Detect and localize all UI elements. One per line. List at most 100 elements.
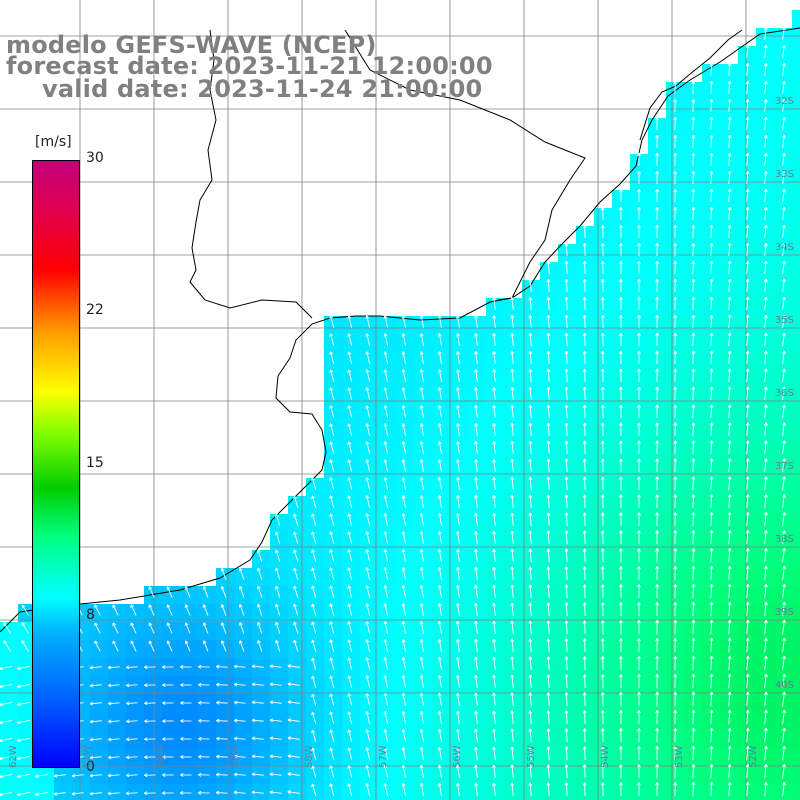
wind-arrow [492,315,497,328]
wind-arrow [546,297,551,310]
wind-arrow [655,224,660,238]
wind-arrow [53,773,66,778]
wind-arrow [510,458,515,473]
latitude-label: 34S [774,242,794,253]
wind-arrow [618,207,623,220]
wind-arrow [239,640,245,652]
wind-arrow [401,369,407,382]
wind-arrow [401,351,407,364]
wind-arrow [727,314,732,329]
wind-arrow [600,260,605,274]
wind-arrow [455,477,460,490]
wind-arrow [637,638,641,653]
wind-arrow [437,369,442,382]
wind-arrow [180,719,192,723]
wind-arrow [455,387,460,400]
wind-arrow [383,657,389,670]
wind-arrow [546,315,551,328]
wind-arrow [637,512,641,527]
wind-arrow [582,710,587,725]
wind-arrow [184,622,191,634]
wind-arrow [745,368,750,383]
wind-arrow [419,459,424,472]
wind-arrow [709,368,714,383]
wind-arrow [727,296,732,311]
wind-arrow [546,656,551,671]
wind-arrow [618,728,623,743]
wind-arrow [727,763,732,779]
wind-arrow [546,279,551,292]
wind-arrow [275,567,281,580]
wind-arrow [637,764,641,779]
wind-cell [792,190,800,209]
wind-arrow [329,765,335,778]
wind-arrow [745,547,750,563]
wind-arrow [727,655,732,671]
wind-arrow [287,790,300,794]
wind-arrow [162,701,174,705]
wind-arrow [144,773,156,778]
wind-arrow [311,765,317,778]
wind-arrow [492,638,496,653]
wind-arrow [251,736,264,741]
wind-arrow [691,314,696,329]
wind-arrow [546,638,551,653]
wind-arrow [691,691,696,707]
wind-arrow [216,682,228,687]
wind-cell [792,46,800,65]
wind-arrow [782,134,786,148]
wind-arrow [329,387,335,400]
wind-arrow [148,586,155,598]
wind-arrow [365,711,371,724]
wind-arrow [166,622,173,634]
wind-arrow [287,736,300,741]
wind-arrow [455,620,460,635]
wind-arrow [311,747,317,760]
wind-arrow [745,332,750,347]
wind-arrow [17,738,30,743]
wind-arrow [238,567,245,580]
lagoon-outline [639,29,743,141]
wind-arrow [492,764,496,779]
wind-arrow [764,583,768,599]
wind-arrow [745,512,750,527]
wind-arrow [347,387,353,400]
wind-arrow [311,711,317,724]
wind-arrow [709,152,714,166]
wind-arrow [383,747,389,760]
wind-arrow [269,718,282,723]
wind-arrow [455,369,460,382]
wind-arrow [401,783,407,796]
wind-arrow [564,692,569,707]
wind-arrow [655,171,660,184]
wind-arrow [600,243,605,256]
wind-arrow [17,792,30,797]
wind-arrow [365,441,371,454]
wind-arrow [745,745,750,761]
wind-arrow [727,63,732,76]
wind-arrow [130,622,137,634]
wind-arrow [401,315,407,328]
wind-arrow [709,530,714,545]
wind-arrow [401,585,407,598]
wind-arrow [709,296,714,311]
wind-arrow [126,737,138,742]
wind-arrow [220,567,227,580]
wind-arrow [727,619,732,635]
wind-arrow [764,673,768,689]
wind-arrow [492,405,497,418]
wind-arrow [782,727,786,743]
wind-arrow [727,170,732,184]
wind-arrow [691,404,696,419]
wind-arrow [347,531,353,544]
wind-arrow [510,764,515,779]
wind-arrow [198,664,210,669]
wind-arrow [691,188,696,202]
wind-arrow [474,710,478,725]
wind-arrow [655,566,660,581]
wind-arrow [365,513,371,526]
wind-arrow [528,764,533,779]
wind-arrow [329,315,335,328]
wind-arrow [564,458,569,473]
wind-arrow [233,682,246,687]
